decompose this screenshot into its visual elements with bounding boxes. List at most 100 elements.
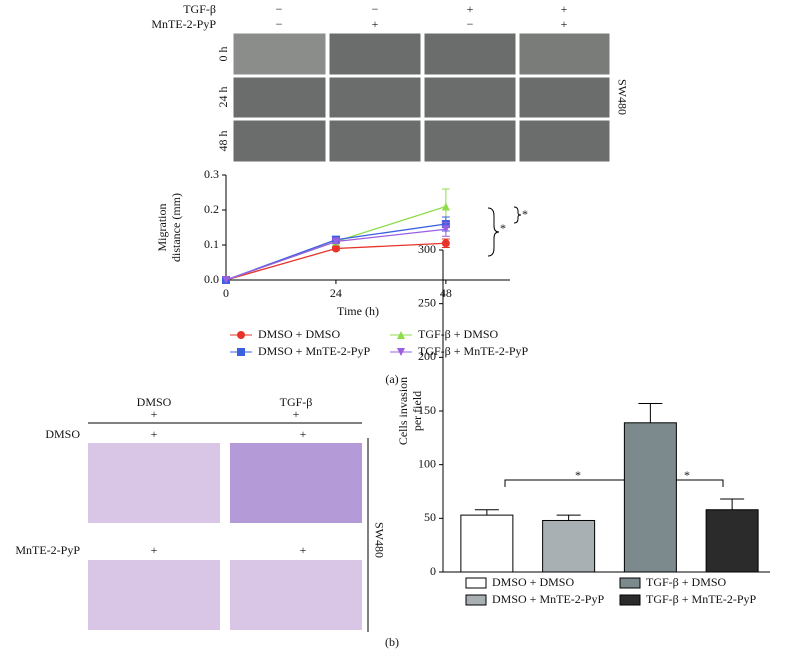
sign: +	[561, 17, 568, 31]
micrograph	[518, 76, 611, 119]
sign: +	[372, 17, 379, 31]
y-axis-label: distance (mm)	[169, 193, 183, 262]
sign: +	[561, 2, 568, 16]
micrograph	[423, 32, 517, 76]
point	[331, 237, 340, 246]
sign: +	[300, 543, 307, 557]
y-axis-label: Migration	[155, 204, 169, 252]
micrograph	[423, 76, 517, 119]
sign: +	[151, 407, 158, 421]
point	[237, 331, 245, 339]
legend-label: TGF-β + MnTE-2-PyP	[418, 344, 529, 358]
micrograph	[88, 443, 220, 523]
y-tick-label: 0	[430, 564, 436, 578]
x-tick-label: 0	[223, 286, 229, 300]
point	[441, 239, 450, 248]
y-tick-label: 150	[418, 403, 436, 417]
point	[222, 276, 230, 284]
error-bar	[474, 509, 499, 516]
legend-label: DMSO + MnTE-2-PyP	[258, 344, 370, 358]
error-bar	[556, 514, 581, 521]
micrograph	[328, 32, 422, 76]
annotation: *	[522, 207, 528, 221]
y-tick-label: 250	[418, 295, 436, 309]
micrograph	[230, 443, 362, 523]
bar	[705, 509, 759, 573]
error-bar	[720, 498, 745, 510]
y-tick-label: 0.3	[204, 167, 219, 181]
panel-label: (b)	[385, 635, 399, 649]
micrograph	[328, 119, 422, 163]
legend-label: TGF-β + MnTE-2-PyP	[646, 592, 757, 606]
significance-bracket	[504, 479, 724, 487]
micrograph	[328, 76, 422, 119]
sign: +	[293, 407, 300, 421]
legend-swatch	[619, 594, 641, 606]
cell-line: SW480	[615, 79, 629, 115]
sign: +	[467, 2, 474, 16]
sign: −	[276, 17, 283, 31]
row-label: MnTE-2-PyP	[15, 543, 80, 557]
legend-label: TGF-β + DMSO	[646, 575, 727, 589]
bracket	[513, 206, 522, 224]
cell-line: SW480	[372, 522, 386, 558]
y-tick-label: 0.2	[204, 202, 219, 216]
y-tick-label: 0.1	[204, 237, 219, 251]
row-label: DMSO	[45, 427, 80, 441]
time-label: 24 h	[216, 87, 230, 108]
bar	[542, 519, 596, 573]
row-label: TGF-β	[183, 2, 216, 16]
micrograph	[232, 32, 327, 76]
micrograph	[232, 76, 327, 119]
bar	[460, 514, 514, 573]
point	[237, 348, 245, 356]
legend-swatch	[465, 577, 487, 589]
row-label: MnTE-2-PyP	[151, 17, 216, 31]
y-tick-label: 200	[418, 349, 436, 363]
legend-label: TGF-β + DMSO	[418, 327, 499, 341]
x-axis-label: Time (h)	[337, 304, 379, 318]
sign: −	[276, 2, 283, 16]
x-tick-label: 24	[330, 286, 342, 300]
time-label: 0 h	[216, 47, 230, 62]
wound-images	[88, 32, 724, 632]
micrograph	[232, 119, 327, 163]
sign: −	[372, 2, 379, 16]
legend-swatch	[465, 594, 487, 606]
sign: −	[467, 17, 474, 31]
time-label: 48 h	[216, 131, 230, 152]
col-label: DMSO	[137, 395, 172, 409]
y-axis-label: Cells invasion	[396, 377, 410, 445]
point	[331, 244, 340, 253]
bar	[623, 422, 677, 573]
y-tick-label: 0.0	[204, 272, 219, 286]
micrograph	[88, 560, 220, 630]
annotation: *	[684, 468, 690, 482]
panel-label: (a)	[385, 372, 398, 386]
micrograph	[518, 32, 611, 76]
legend-swatch	[619, 577, 641, 589]
micrograph	[518, 119, 611, 163]
sign: +	[300, 427, 307, 441]
legend-label: DMSO + DMSO	[492, 575, 574, 589]
legend-label: DMSO + DMSO	[258, 327, 340, 341]
annotation: *	[500, 221, 506, 235]
point	[397, 331, 405, 339]
micrograph	[230, 560, 362, 630]
point	[441, 225, 450, 234]
y-tick-label: 50	[424, 510, 436, 524]
sign: +	[151, 427, 158, 441]
col-label: TGF-β	[280, 395, 313, 409]
legend-label: DMSO + MnTE-2-PyP	[492, 592, 604, 606]
annotation: *	[575, 468, 581, 482]
bracket	[487, 207, 500, 257]
sign: +	[151, 543, 158, 557]
x-tick-label: 48	[440, 286, 452, 300]
y-tick-label: 100	[418, 456, 436, 470]
point	[397, 348, 405, 356]
y-tick-label: 300	[418, 242, 436, 256]
error-bar	[638, 402, 663, 423]
point	[441, 202, 450, 211]
y-axis-label: per field	[410, 391, 424, 431]
